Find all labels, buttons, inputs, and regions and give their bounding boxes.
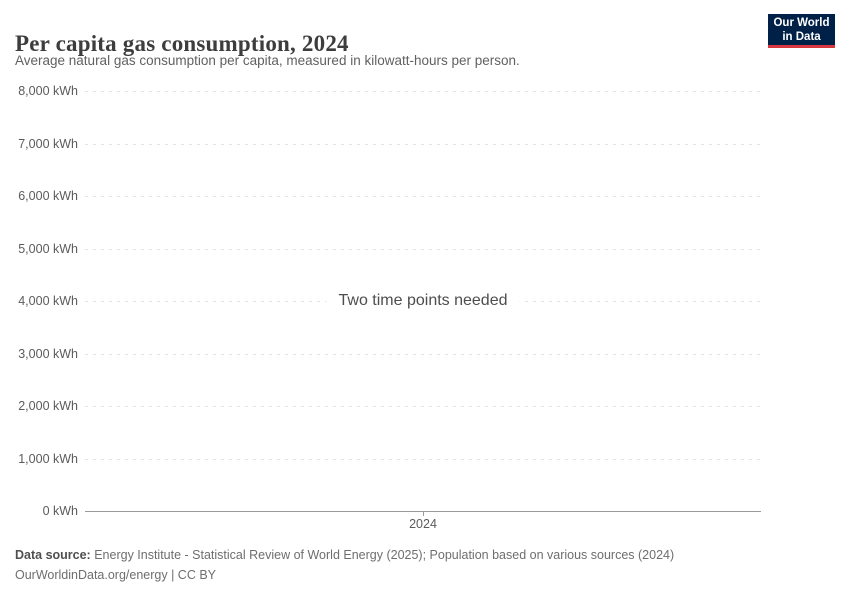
owid-logo[interactable]: Our World in Data (768, 14, 835, 48)
y-tick-label-0: 0 kWh (42, 504, 78, 518)
y-tick-label-1000: 1,000 kWh (18, 451, 78, 466)
y-tick-label-3000: 3,000 kWh (18, 346, 78, 361)
gridline-5000 (85, 248, 763, 250)
y-tick-label-8000: 8,000 kWh (18, 84, 78, 98)
chart-title: Per capita gas consumption, 2024 (15, 31, 349, 57)
gridline-7000 (85, 143, 763, 145)
x-axis-tick-2024 (423, 511, 424, 516)
gridline-8000 (85, 91, 763, 92)
owid-logo-line2: in Data (782, 30, 821, 43)
chart-subtitle: Average natural gas consumption per capi… (15, 53, 520, 68)
y-tick-label-5000: 5,000 kWh (18, 241, 78, 256)
footer-datasource-line[interactable]: Data source: Energy Institute - Statisti… (15, 548, 674, 562)
y-tick-label-7000: 7,000 kWh (18, 136, 78, 151)
y-tick-label-4000: 4,000 kWh (18, 294, 78, 308)
x-tick-label-2024: 2024 (409, 517, 437, 531)
owid-logo-line1: Our World (773, 16, 830, 29)
y-tick-label-6000: 6,000 kWh (18, 189, 78, 203)
footer-license-line[interactable]: OurWorldinData.org/energy | CC BY (15, 568, 217, 582)
y-tick-label-2000: 2,000 kWh (18, 399, 78, 413)
gridline-1000 (85, 458, 763, 460)
no-data-message: Two time points needed (326, 290, 520, 312)
gridline-3000 (85, 353, 763, 355)
footer-datasource-label[interactable]: Data source: (15, 548, 91, 562)
footer-datasource-text: Energy Institute - Statistical Review of… (90, 548, 675, 562)
gridline-2000 (85, 406, 763, 407)
gridline-6000 (85, 196, 763, 197)
